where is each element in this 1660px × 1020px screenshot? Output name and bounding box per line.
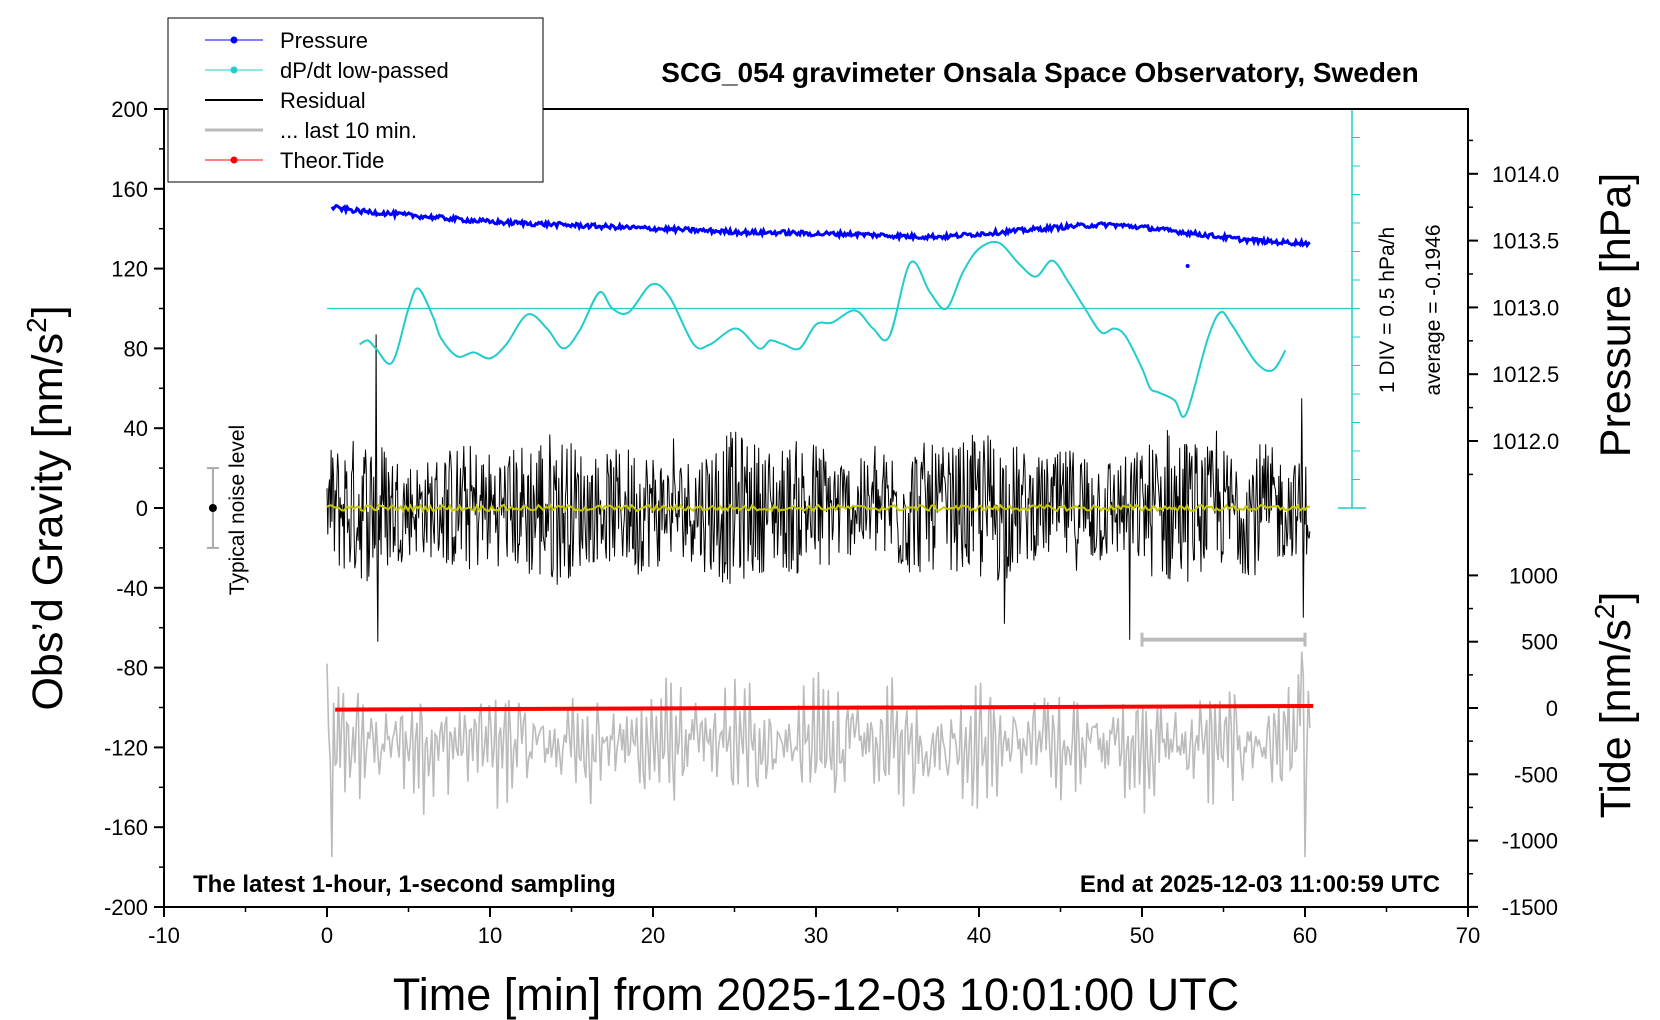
annotation-bottom-right: End at 2025-12-03 11:00:59 UTC [1080, 871, 1440, 898]
y-tick-label: -80 [116, 656, 148, 681]
y-tick-label: 0 [136, 496, 148, 521]
x-tick-label: 0 [321, 923, 333, 948]
x-tick-label: 70 [1456, 923, 1480, 948]
noise-bar-center [208, 504, 217, 512]
legend-label-last10: ... last 10 min. [280, 118, 417, 143]
y-label-tide-prefix: Tide [nm/s [1592, 619, 1640, 818]
y-label-left-prefix: Obs’d Gravity [nm/s [24, 333, 72, 711]
x-tick-label: 10 [478, 923, 502, 948]
legend-marker-dpdt [230, 66, 238, 74]
dpdt-line [359, 240, 1287, 418]
y-axis-label-tide: Tide [nm/s2] [1589, 592, 1640, 819]
y-tick-label: 160 [111, 177, 148, 202]
y-tick-label: -200 [104, 895, 148, 920]
div-label: 1 DIV = 0.5 hPa/h [1376, 227, 1399, 393]
annotation-bottom-left: The latest 1-hour, 1-second sampling [193, 871, 616, 898]
tide-tick-label: 0 [1546, 696, 1558, 721]
tide-tick-label: -1000 [1502, 829, 1558, 854]
tide-tick-label: -1500 [1502, 895, 1558, 920]
y-axis-label-pressure: Pressure [hPa] [1592, 173, 1640, 457]
residual-smoothed-line [326, 503, 1310, 514]
residual-line [326, 334, 1311, 642]
tide-line [335, 704, 1314, 712]
pressure-line [330, 203, 1311, 249]
average-label: average = -0.1946 [1422, 224, 1445, 395]
legend-item-tide: Theor.Tide [205, 148, 384, 173]
axis-layer: -10 0 10 20 30 40 50 60 70 -200 -160 -120 -80 -40 0 40 8… [104, 97, 1559, 948]
pressure-outlier-point [1185, 263, 1190, 268]
x-tick-label: 20 [641, 923, 665, 948]
legend-marker-pressure [230, 36, 238, 44]
x-tick-label: 40 [967, 923, 991, 948]
tide-tick-label: 500 [1521, 630, 1558, 655]
x-tick-label: 30 [804, 923, 828, 948]
y-tick-label: 80 [124, 336, 148, 361]
y-tick-label: 40 [124, 416, 148, 441]
legend-item-last10: ... last 10 min. [205, 118, 417, 143]
pressure-tick-label: 1013.5 [1492, 229, 1559, 254]
y-tick-label: 200 [111, 97, 148, 122]
pressure-tick-label: 1012.5 [1492, 362, 1559, 387]
x-axis-label: Time [min] from 2025-12-03 10:01:00 UTC [393, 969, 1239, 1020]
series-layer [206, 108, 1366, 858]
chart-title: SCG_054 gravimeter Onsala Space Observat… [661, 57, 1418, 88]
legend: Pressure dP/dt low-passed Residual ... l… [167, 17, 544, 183]
pressure-tick-label: 1013.0 [1492, 295, 1559, 320]
y-label-left-sup: 2 [21, 317, 52, 333]
y-label-tide-suffix: ] [1592, 592, 1640, 604]
last10-line [326, 651, 1311, 858]
x-tick-label: -10 [148, 923, 180, 948]
pressure-tick-label: 1014.0 [1492, 162, 1559, 187]
legend-item-residual: Residual [205, 88, 366, 113]
y-label-tide-sup: 2 [1589, 604, 1620, 620]
legend-label-dpdt: dP/dt low-passed [280, 58, 449, 83]
legend-item-pressure: Pressure [205, 28, 368, 53]
legend-item-dpdt: dP/dt low-passed [205, 58, 449, 83]
y-axis-label-left: Obs’d Gravity [nm/s2] [21, 305, 72, 710]
tide-tick-label: 1000 [1509, 563, 1558, 588]
x-tick-label: 50 [1130, 923, 1154, 948]
legend-marker-tide [230, 156, 238, 164]
pressure-tick-label: 1012.0 [1492, 429, 1559, 454]
noise-label: Typical noise level [226, 425, 249, 595]
x-tick-label: 60 [1293, 923, 1317, 948]
legend-label-residual: Residual [280, 88, 366, 113]
tide-tick-label: -500 [1514, 762, 1558, 787]
y-label-left-suffix: ] [24, 305, 72, 317]
legend-label-tide: Theor.Tide [280, 148, 384, 173]
y-tick-label: -120 [104, 735, 148, 760]
y-tick-label: -40 [116, 576, 148, 601]
y-tick-label: 120 [111, 257, 148, 282]
legend-label-pressure: Pressure [280, 28, 368, 53]
y-tick-label: -160 [104, 815, 148, 840]
